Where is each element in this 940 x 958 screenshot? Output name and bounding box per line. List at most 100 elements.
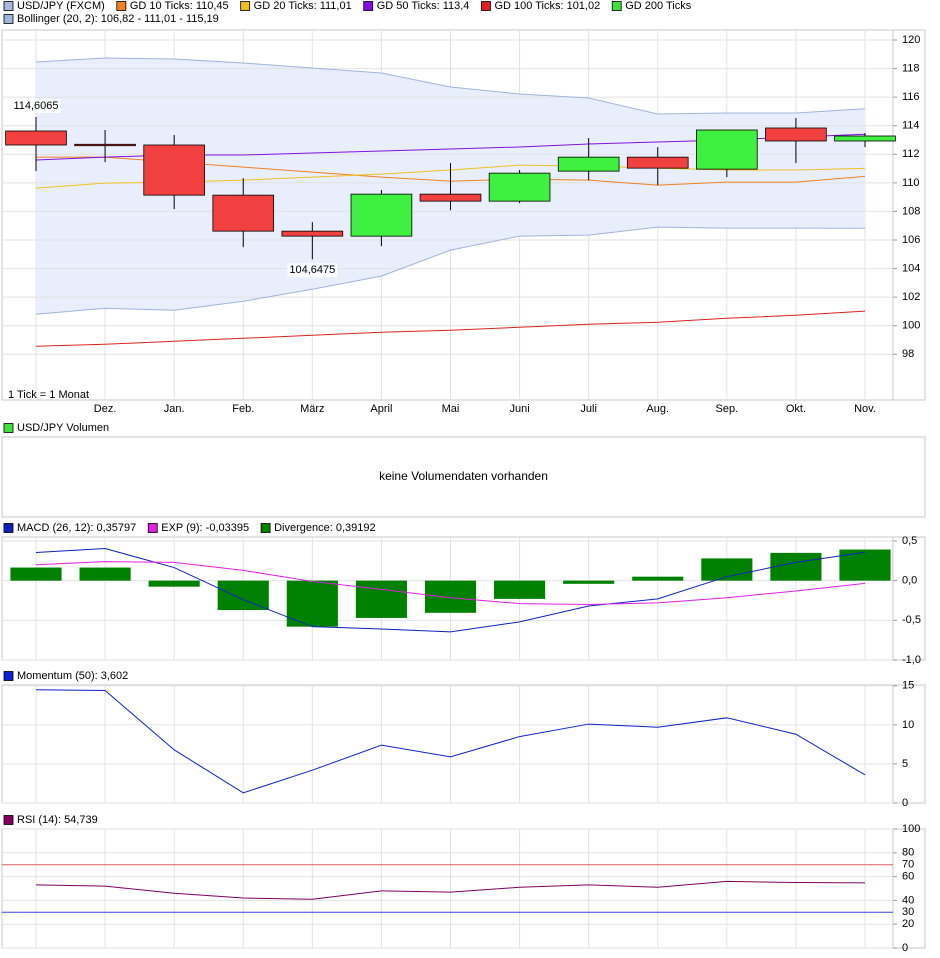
legend-label: Momentum (50): 3,602: [17, 670, 128, 682]
divergence-bar: [217, 580, 269, 611]
legend-label: GD 100 Ticks: 101,02: [494, 0, 600, 12]
candle-body: [350, 193, 413, 237]
bollinger-lower: [35, 226, 866, 315]
candle-body: [74, 143, 136, 147]
x-tick-label: Aug.: [646, 403, 669, 415]
legend-swatch: [260, 523, 271, 533]
y-tick-label: 104: [902, 262, 920, 274]
candle-body: [143, 144, 205, 196]
y-tick-label: -1,0: [902, 654, 921, 666]
y-tick-label: 10: [902, 719, 914, 731]
y-tick-label: 112: [902, 148, 920, 160]
y-tick-label: -0,5: [902, 614, 921, 626]
x-tick-label: April: [370, 403, 392, 415]
x-tick-label: Jan.: [164, 403, 185, 415]
x-tick-label: März: [300, 403, 324, 415]
y-tick-label: 20: [902, 918, 914, 930]
x-tick-label: Juni: [509, 403, 529, 415]
legend-label: MACD (26, 12): 0,35797: [17, 522, 136, 534]
legend-swatch: [3, 423, 14, 433]
candle-body: [212, 194, 275, 232]
y-tick-label: 120: [902, 34, 920, 46]
panel-frame: [1, 436, 926, 518]
divergence-bar: [286, 580, 338, 627]
candle-body: [834, 135, 896, 142]
y-tick-label: 106: [902, 234, 920, 246]
y-tick-label: 0,0: [902, 575, 917, 587]
x-tick-label: Okt.: [786, 403, 806, 415]
divergence-bar: [563, 580, 615, 584]
legend-label: Bollinger (20, 2): 106,82 - 111,01 - 115…: [17, 13, 219, 25]
y-tick-label: 60: [902, 871, 914, 883]
annotation-bg: [11, 99, 61, 114]
divergence-bar: [355, 580, 407, 618]
divergence-bar: [839, 549, 891, 581]
legend-label: GD 50 Ticks: 113,4: [377, 0, 470, 12]
candle-body: [5, 130, 67, 146]
candle-body: [557, 156, 620, 172]
divergence-bar: [424, 580, 477, 613]
level-label: 30: [902, 906, 914, 918]
legend-label: GD 10 Ticks: 110,45: [130, 0, 229, 12]
legend-swatch: [3, 14, 14, 24]
legend-swatch: [481, 1, 491, 11]
empty-message: keine Volumendaten vorhanden: [379, 469, 548, 483]
moving-average: [35, 310, 866, 347]
candle-body: [696, 129, 758, 170]
y-tick-label: 5: [902, 758, 908, 770]
y-tick-label: 110: [902, 177, 920, 189]
x-tick-label: Dez.: [94, 403, 117, 415]
legend-label: GD 20 Ticks: 111,01: [254, 0, 352, 12]
legend-label: RSI (14): 54,739: [17, 814, 98, 826]
indicator-line: [35, 689, 866, 794]
candle-body: [419, 193, 482, 202]
y-tick-label: 100: [902, 320, 920, 332]
panel-frame: [1, 828, 926, 949]
legend-swatch: [3, 523, 14, 533]
y-tick-label: 80: [902, 847, 914, 859]
indicator-line: [35, 561, 866, 605]
legend-swatch: [611, 1, 622, 11]
divergence-bar: [79, 567, 131, 581]
legend-label: GD 200 Ticks: [625, 0, 692, 12]
divergence-bar: [494, 580, 546, 599]
y-tick-label: 100: [902, 823, 920, 835]
x-tick-label: Nov.: [854, 403, 876, 415]
legend-label: Divergence: 0,39192: [274, 522, 376, 534]
divergence-bar: [632, 576, 684, 581]
y-tick-label: 114: [902, 120, 920, 132]
divergence-bar: [701, 558, 753, 581]
y-tick-label: 15: [902, 680, 914, 692]
candle-body: [488, 172, 551, 202]
y-tick-label: 40: [902, 894, 914, 906]
x-tick-label: Mai: [442, 403, 460, 415]
x-tick-label: Juli: [580, 403, 597, 415]
candle-body: [765, 127, 827, 142]
y-tick-label: 116: [902, 91, 920, 103]
divergence-bar: [148, 580, 200, 587]
note: 1 Tick = 1 Monat: [8, 389, 89, 401]
level-label: 70: [902, 859, 914, 871]
legend-swatch: [240, 1, 251, 11]
y-tick-label: 0: [902, 942, 908, 954]
indicator-line: [35, 548, 866, 633]
annotation-bg: [287, 263, 338, 278]
legend-swatch: [3, 1, 14, 11]
candle-body: [281, 230, 344, 237]
legend-label: USD/JPY Volumen: [17, 422, 109, 434]
y-tick-label: 108: [902, 205, 920, 217]
bollinger-upper: [35, 57, 866, 115]
x-tick-label: Feb.: [232, 403, 254, 415]
legend-swatch: [3, 815, 14, 825]
legend-swatch: [116, 1, 127, 11]
y-tick-label: 98: [902, 348, 914, 360]
legend-swatch: [3, 671, 14, 681]
legend-label: EXP (9): -0,03395: [161, 522, 249, 534]
y-tick-label: 102: [902, 291, 920, 303]
y-tick-label: 118: [902, 62, 920, 74]
divergence-bar: [10, 567, 62, 581]
legend-label: USD/JPY (FXCM): [17, 0, 105, 12]
indicator-line: [35, 880, 866, 900]
